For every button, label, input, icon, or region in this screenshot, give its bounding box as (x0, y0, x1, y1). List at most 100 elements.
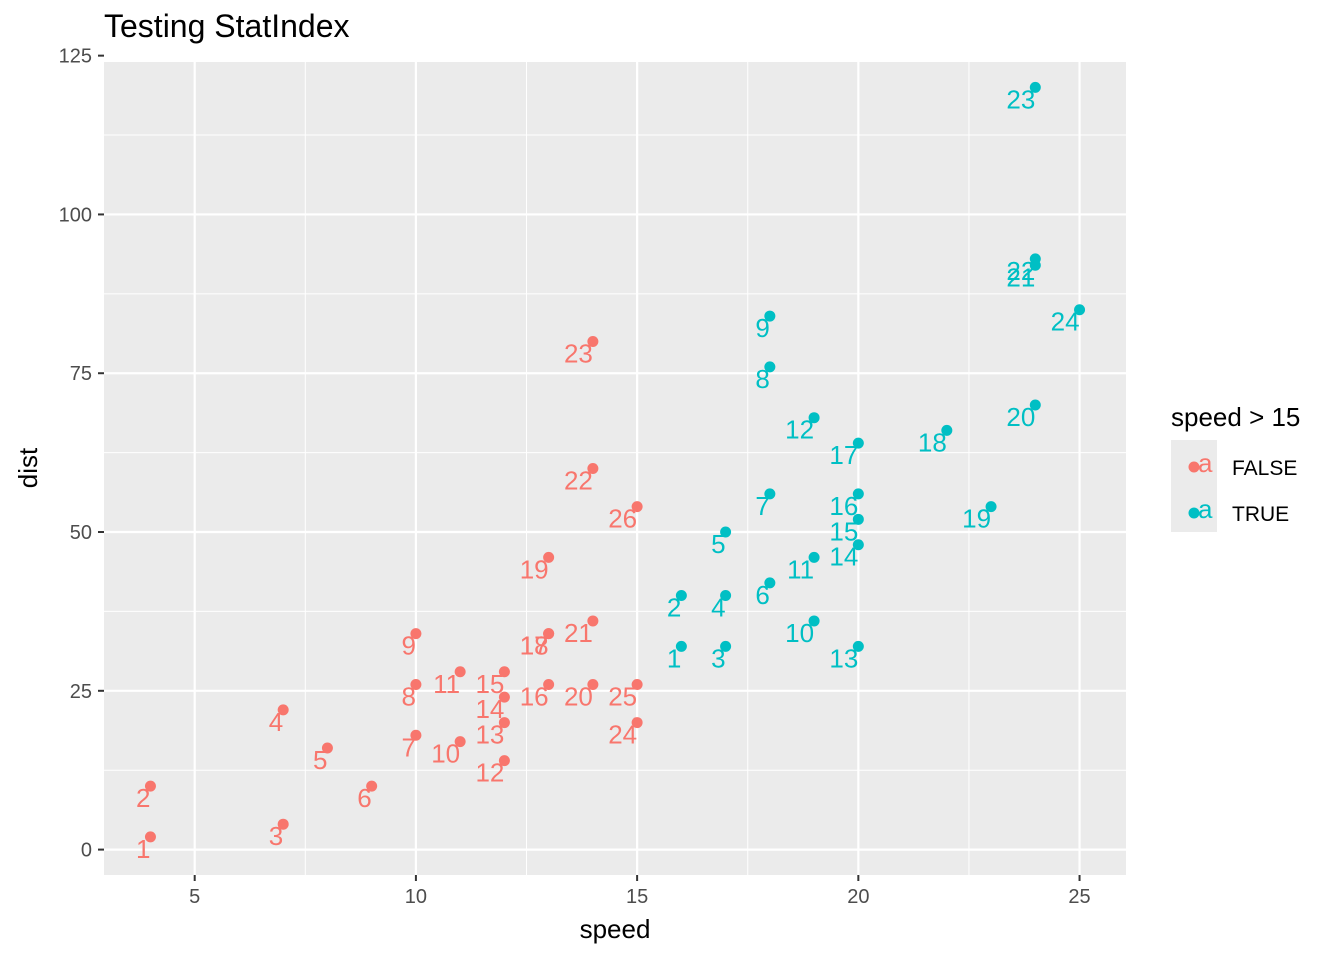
point-label: 26 (608, 504, 637, 534)
point-label: 22 (564, 466, 593, 496)
data-point (764, 361, 776, 373)
point-label: 6 (755, 580, 769, 610)
legend-title: speed > 15 (1171, 402, 1300, 432)
data-point (808, 615, 820, 627)
data-point (1029, 81, 1041, 93)
point-label: 2 (136, 783, 150, 813)
point-label: 11 (433, 669, 460, 699)
data-point (321, 742, 333, 754)
y-tick-label: 125 (59, 46, 92, 68)
data-point (410, 628, 422, 640)
x-tick-label: 15 (626, 886, 648, 908)
data-point (852, 513, 864, 525)
point-label: 14 (475, 694, 504, 724)
point-label: 15 (829, 516, 858, 546)
data-points (144, 81, 1086, 843)
minor-gridlines (104, 62, 1126, 875)
x-tick-label: 5 (189, 886, 200, 908)
data-point (587, 335, 599, 347)
data-point (764, 577, 776, 589)
data-point (587, 678, 599, 690)
point-label: 17 (520, 631, 549, 661)
y-tick-label: 0 (81, 840, 92, 862)
point-label: 14 (829, 542, 858, 572)
point-label: 1 (667, 643, 681, 673)
point-label: 23 (1006, 84, 1035, 114)
point-label: 21 (564, 618, 593, 648)
point-label: 9 (401, 631, 415, 661)
data-point (675, 640, 687, 652)
data-point (1074, 304, 1086, 316)
data-point (498, 755, 510, 767)
point-label: 5 (711, 529, 725, 559)
data-point (454, 666, 466, 678)
point-label: 1 (136, 834, 150, 864)
data-point (1029, 399, 1041, 411)
data-point (543, 678, 555, 690)
point-label: 21 (1006, 262, 1035, 292)
data-point (498, 691, 510, 703)
data-point (764, 488, 776, 500)
point-label: 22 (1006, 256, 1035, 286)
x-tick-label: 10 (405, 886, 427, 908)
point-label: 16 (520, 681, 549, 711)
point-label: 12 (785, 415, 814, 445)
data-point (587, 615, 599, 627)
data-point (631, 717, 643, 729)
point-label: 20 (1006, 402, 1035, 432)
x-tick-label: 25 (1068, 886, 1090, 908)
point-label: 18 (918, 427, 947, 457)
data-point (366, 780, 378, 792)
data-point (410, 678, 422, 690)
point-label: 20 (564, 681, 593, 711)
point-label: 10 (785, 618, 814, 648)
point-label: 7 (755, 491, 769, 521)
data-point (720, 526, 732, 538)
point-label: 6 (357, 783, 371, 813)
point-label: 7 (401, 732, 415, 762)
point-label: 24 (608, 720, 637, 750)
data-point (587, 463, 599, 474)
legend-entry-label: FALSE (1232, 457, 1297, 480)
data-point (543, 551, 555, 563)
data-point (631, 678, 643, 690)
point-label: 15 (475, 669, 504, 699)
point-label: 12 (475, 758, 504, 788)
point-label: 25 (608, 681, 637, 711)
y-axis: 0 25 50 75 100 125 (59, 46, 104, 862)
data-point (1029, 253, 1041, 265)
data-point (720, 590, 732, 602)
data-point (852, 488, 864, 500)
point-label: 24 (1051, 307, 1080, 337)
legend-key-point (1188, 461, 1200, 473)
point-label: 19 (962, 504, 991, 534)
point-label: 23 (564, 338, 593, 368)
data-point (852, 437, 864, 449)
point-label: 8 (401, 681, 415, 711)
legend: speed > 15 a FALSE a TRUE (1171, 402, 1300, 532)
data-point (277, 818, 289, 830)
x-tick-label: 20 (847, 886, 869, 908)
point-label: 16 (829, 491, 858, 521)
chart-title: Testing StatIndex (104, 8, 350, 44)
data-point (808, 551, 820, 563)
point-label: 10 (431, 739, 460, 769)
point-label: 19 (520, 554, 549, 584)
legend-entry-label: TRUE (1232, 503, 1289, 526)
point-label: 13 (475, 720, 504, 750)
point-label: 5 (313, 745, 327, 775)
data-point (675, 590, 687, 602)
point-label: 18 (520, 631, 549, 661)
point-label: 9 (755, 313, 769, 343)
data-point (410, 729, 422, 741)
point-label: 4 (711, 593, 725, 623)
point-label: 4 (269, 707, 283, 737)
legend-key-glyph: a (1198, 494, 1213, 524)
point-label: 8 (755, 364, 769, 394)
y-tick-label: 100 (59, 204, 92, 226)
data-point (277, 704, 289, 716)
y-tick-label: 25 (70, 681, 92, 703)
x-axis: 5 10 15 20 25 (189, 875, 1091, 908)
